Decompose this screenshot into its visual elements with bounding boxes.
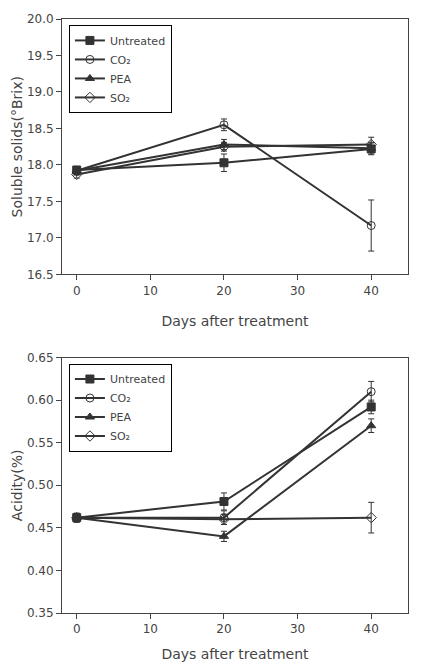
svg-text:Acidity(%): Acidity(%) — [9, 449, 25, 521]
svg-text:10: 10 — [143, 284, 158, 298]
svg-text:0.40: 0.40 — [27, 564, 54, 578]
svg-text:PEA: PEA — [110, 411, 132, 424]
svg-text:0.65: 0.65 — [27, 351, 54, 365]
svg-text:10: 10 — [143, 622, 158, 636]
svg-text:0.60: 0.60 — [27, 393, 54, 407]
svg-text:CO₂: CO₂ — [110, 54, 131, 67]
svg-text:30: 30 — [290, 284, 305, 298]
svg-text:Untreated: Untreated — [110, 373, 165, 386]
svg-text:0: 0 — [73, 622, 81, 636]
svg-text:20.0: 20.0 — [27, 12, 54, 26]
svg-text:Days after treatment: Days after treatment — [161, 313, 309, 329]
svg-text:17.5: 17.5 — [27, 195, 54, 209]
svg-text:SO₂: SO₂ — [110, 430, 130, 443]
svg-text:19.0: 19.0 — [27, 85, 54, 99]
svg-text:0.45: 0.45 — [27, 521, 54, 535]
svg-text:40: 40 — [364, 622, 379, 636]
svg-text:30: 30 — [290, 622, 305, 636]
svg-text:19.5: 19.5 — [27, 49, 54, 63]
svg-text:Soluble solids(°Brix): Soluble solids(°Brix) — [9, 76, 25, 217]
svg-text:Untreated: Untreated — [110, 35, 165, 48]
svg-text:18.5: 18.5 — [27, 122, 54, 136]
svg-text:17.0: 17.0 — [27, 231, 54, 245]
svg-text:PEA: PEA — [110, 73, 132, 86]
svg-text:SO₂: SO₂ — [110, 92, 130, 105]
svg-text:0.55: 0.55 — [27, 436, 54, 450]
svg-text:16.5: 16.5 — [27, 268, 54, 282]
svg-text:0: 0 — [73, 284, 81, 298]
svg-text:CO₂: CO₂ — [110, 392, 131, 405]
svg-text:0.35: 0.35 — [27, 606, 54, 620]
svg-text:20: 20 — [216, 622, 231, 636]
svg-text:40: 40 — [364, 284, 379, 298]
svg-text:0.50: 0.50 — [27, 478, 54, 492]
svg-text:18.0: 18.0 — [27, 158, 54, 172]
svg-text:20: 20 — [216, 284, 231, 298]
svg-text:Days after treatment: Days after treatment — [161, 646, 309, 662]
